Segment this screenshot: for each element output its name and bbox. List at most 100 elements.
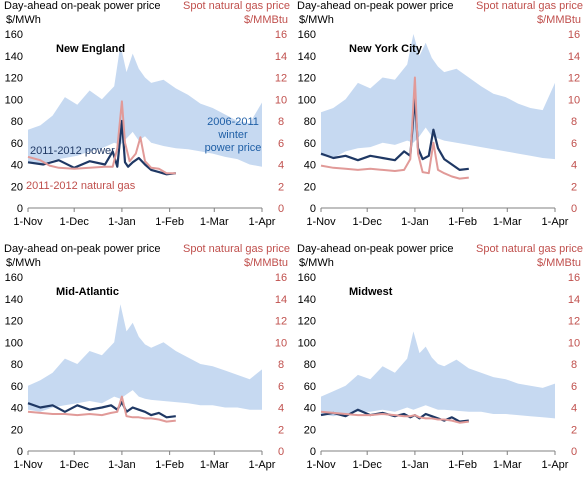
x-tick-label: 1-Nov xyxy=(306,216,336,228)
right-y-tick-label: 8 xyxy=(278,116,284,128)
panel-mid-atlantic: Day-ahead on-peak power price Spot natur… xyxy=(0,243,292,486)
left-y-tick-label: 20 xyxy=(304,424,316,436)
annotation-label: 2011-2012 power xyxy=(30,145,115,157)
left-y-tick-label: 100 xyxy=(5,94,23,106)
left-axis-unit: $/MWh xyxy=(299,257,334,269)
left-y-tick-label: 0 xyxy=(310,203,316,215)
annotation-label: 2011-2012 natural gas xyxy=(26,180,136,192)
region-label: Mid-Atlantic xyxy=(56,286,119,298)
left-y-tick-label: 100 xyxy=(298,337,316,349)
left-y-tick-label: 20 xyxy=(304,181,316,193)
right-y-tick-label: 6 xyxy=(571,381,577,393)
right-y-tick-label: 4 xyxy=(571,160,577,172)
right-axis-unit: $/MMBtu xyxy=(536,14,581,26)
left-y-tick-label: 40 xyxy=(304,403,316,415)
left-y-tick-label: 160 xyxy=(5,272,23,284)
right-y-tick-label: 12 xyxy=(275,73,287,85)
right-y-tick-label: 8 xyxy=(278,359,284,371)
right-y-tick-label: 12 xyxy=(568,316,580,328)
right-y-tick-label: 4 xyxy=(278,403,284,415)
right-y-tick-label: 12 xyxy=(568,73,580,85)
x-tick-label: 1-Nov xyxy=(306,459,336,471)
series-band-historical-range xyxy=(28,44,262,167)
annotation-label: 2006-2011 xyxy=(207,116,259,128)
right-y-tick-label: 12 xyxy=(275,316,287,328)
panel-midwest: Day-ahead on-peak power price Spot natur… xyxy=(293,243,585,486)
right-y-tick-label: 16 xyxy=(568,272,580,284)
region-label: Midwest xyxy=(349,286,393,298)
right-y-tick-label: 0 xyxy=(278,203,284,215)
right-y-tick-label: 14 xyxy=(275,51,287,63)
x-tick-label: 1-Mar xyxy=(493,216,522,228)
series-line-power xyxy=(27,119,176,176)
series-band-historical-range xyxy=(321,331,555,419)
right-axis-title: Spot natural gas price xyxy=(475,243,583,255)
chart-svg: 1-Nov 1-Dec 1-Jan 1-Feb 1-Mar 1-Apr0204060801… xyxy=(298,272,580,471)
left-y-tick-label: 40 xyxy=(11,403,23,415)
right-y-tick-label: 6 xyxy=(278,138,284,150)
x-tick-label: 1-Jan xyxy=(401,459,429,471)
right-axis-title: Spot natural gas price xyxy=(182,243,290,255)
right-y-tick-label: 14 xyxy=(275,294,287,306)
panel-new-york-city: Day-ahead on-peak power price Spot natur… xyxy=(293,0,585,243)
x-tick-label: 1-Dec xyxy=(353,459,383,471)
left-y-tick-label: 80 xyxy=(304,359,316,371)
left-axis-unit: $/MWh xyxy=(6,14,41,26)
left-y-tick-label: 140 xyxy=(5,294,23,306)
right-y-tick-label: 2 xyxy=(278,424,284,436)
left-axis-title: Day-ahead on-peak power price xyxy=(297,243,454,255)
x-tick-label: 1-Feb xyxy=(448,459,477,471)
left-y-tick-label: 60 xyxy=(304,138,316,150)
left-axis-unit: $/MWh xyxy=(6,257,41,269)
right-y-tick-label: 2 xyxy=(278,181,284,193)
right-y-tick-label: 4 xyxy=(571,403,577,415)
left-y-tick-label: 0 xyxy=(310,446,316,458)
left-y-tick-label: 120 xyxy=(298,316,316,328)
right-axis-unit: $/MMBtu xyxy=(536,257,581,269)
right-y-tick-label: 0 xyxy=(571,203,577,215)
right-y-tick-label: 8 xyxy=(571,359,577,371)
right-axis-unit: $/MMBtu xyxy=(243,14,288,26)
x-tick-label: 1-Apr xyxy=(249,216,276,228)
left-y-tick-label: 120 xyxy=(5,73,23,85)
right-y-tick-label: 10 xyxy=(275,94,287,106)
region-label: New England xyxy=(56,43,125,55)
right-y-tick-label: 4 xyxy=(278,160,284,172)
right-y-tick-label: 14 xyxy=(568,294,580,306)
left-axis-title: Day-ahead on-peak power price xyxy=(297,0,454,12)
x-tick-label: 1-Feb xyxy=(448,216,477,228)
x-tick-label: 1-Dec xyxy=(60,216,90,228)
left-y-tick-label: 0 xyxy=(17,446,23,458)
left-y-tick-label: 140 xyxy=(298,294,316,306)
left-y-tick-label: 140 xyxy=(298,51,316,63)
left-y-tick-label: 80 xyxy=(11,359,23,371)
x-tick-label: 1-Apr xyxy=(542,216,569,228)
right-y-tick-label: 14 xyxy=(568,51,580,63)
left-y-tick-label: 60 xyxy=(11,381,23,393)
series-line-natural-gas xyxy=(320,76,469,180)
right-axis-unit: $/MMBtu xyxy=(243,257,288,269)
series-line-natural-gas xyxy=(27,100,176,175)
panel-new-england: Day-ahead on-peak power price Spot natur… xyxy=(0,0,292,243)
left-y-tick-label: 140 xyxy=(5,51,23,63)
chart-svg: 1-Nov 1-Dec 1-Jan 1-Feb 1-Mar 1-Apr0204060801… xyxy=(5,29,287,228)
series-line-natural-gas xyxy=(320,410,469,424)
right-y-tick-label: 0 xyxy=(278,446,284,458)
left-y-tick-label: 60 xyxy=(11,138,23,150)
x-tick-label: 1-Jan xyxy=(401,216,429,228)
left-axis-title: Day-ahead on-peak power price xyxy=(4,243,161,255)
left-y-tick-label: 60 xyxy=(304,381,316,393)
right-y-tick-label: 10 xyxy=(568,337,580,349)
right-y-tick-label: 16 xyxy=(568,29,580,41)
annotation-label: power price xyxy=(205,142,262,154)
right-y-tick-label: 10 xyxy=(568,94,580,106)
left-y-tick-label: 160 xyxy=(298,29,316,41)
chart-svg: 1-Nov 1-Dec 1-Jan 1-Feb 1-Mar 1-Apr0204060801… xyxy=(298,29,580,228)
left-y-tick-label: 80 xyxy=(304,116,316,128)
right-y-tick-label: 6 xyxy=(278,381,284,393)
left-y-tick-label: 20 xyxy=(11,181,23,193)
left-y-tick-label: 160 xyxy=(5,29,23,41)
series-band-historical-range xyxy=(321,34,555,160)
x-tick-label: 1-Mar xyxy=(200,216,229,228)
